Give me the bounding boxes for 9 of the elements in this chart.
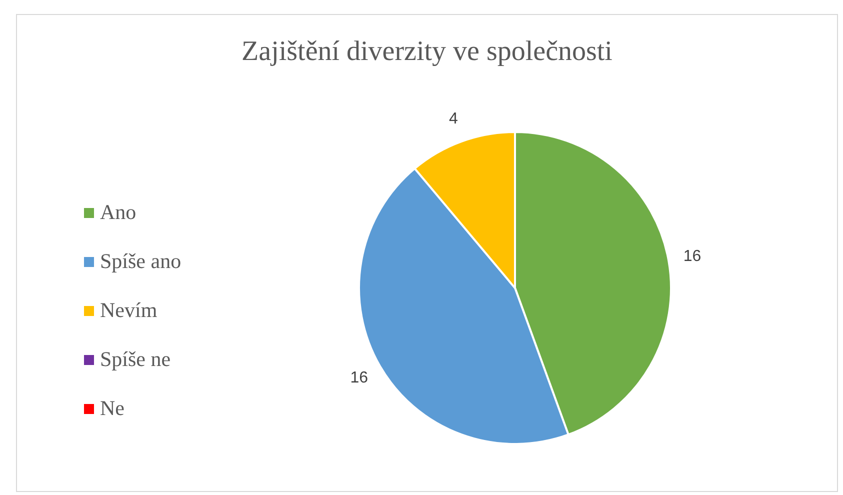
chart-title: Zajištění diverzity ve společnosti — [240, 36, 614, 68]
legend-label: Nevím — [100, 298, 158, 323]
legend-label: Spíše ano — [100, 249, 182, 274]
legend-label: Ne — [100, 396, 124, 421]
data-label: 4 — [448, 110, 458, 128]
legend-label: Ano — [100, 200, 136, 225]
legend-label: Spíše ne — [100, 347, 171, 372]
data-label: 16 — [683, 248, 702, 266]
data-label: 16 — [350, 369, 368, 386]
